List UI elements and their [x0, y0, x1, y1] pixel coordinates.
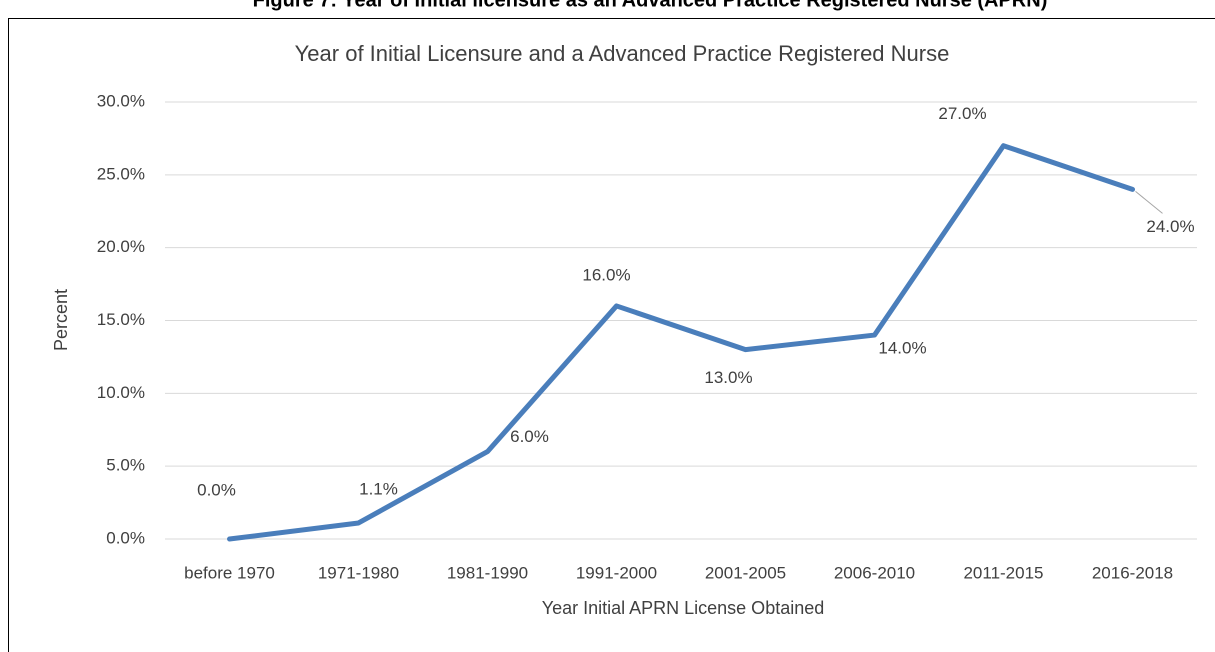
- x-tick-label: 2011-2015: [963, 563, 1043, 582]
- data-line: [227, 143, 1135, 542]
- y-tick-label: 0.0%: [106, 528, 145, 547]
- data-label: 0.0%: [197, 480, 236, 499]
- y-tick-label: 5.0%: [106, 456, 145, 475]
- x-tick-label: 1981-1990: [447, 563, 528, 582]
- data-label: 27.0%: [938, 104, 986, 123]
- chart-title: Year of Initial Licensure and a Advanced…: [295, 41, 950, 66]
- chart-border: [8, 18, 1215, 652]
- figure-caption: Figure 7: Year of Initial licensure as a…: [253, 0, 1048, 11]
- y-tick-label: 20.0%: [97, 237, 145, 256]
- y-axis-title: Percent: [51, 289, 71, 351]
- x-axis-title: Year Initial APRN License Obtained: [542, 598, 825, 618]
- x-tick-label: 1971-1980: [318, 563, 399, 582]
- x-tick-label: 1991-2000: [576, 563, 657, 582]
- y-tick-label: 30.0%: [97, 91, 145, 110]
- x-tick-label: 2001-2005: [705, 563, 786, 582]
- y-tick-label: 25.0%: [97, 164, 145, 183]
- x-tick-label: 2006-2010: [834, 563, 915, 582]
- data-label: 24.0%: [1146, 217, 1194, 236]
- data-label: 14.0%: [878, 339, 926, 358]
- data-label: 1.1%: [359, 479, 398, 498]
- data-label: 16.0%: [582, 265, 630, 284]
- data-label: 13.0%: [704, 368, 752, 387]
- leader-line: [1135, 191, 1163, 214]
- y-tick-label: 10.0%: [97, 383, 145, 402]
- x-tick-label: 2016-2018: [1092, 563, 1173, 582]
- data-label: 6.0%: [510, 427, 549, 446]
- x-tick-label: before 1970: [184, 563, 275, 582]
- y-tick-label: 15.0%: [97, 310, 145, 329]
